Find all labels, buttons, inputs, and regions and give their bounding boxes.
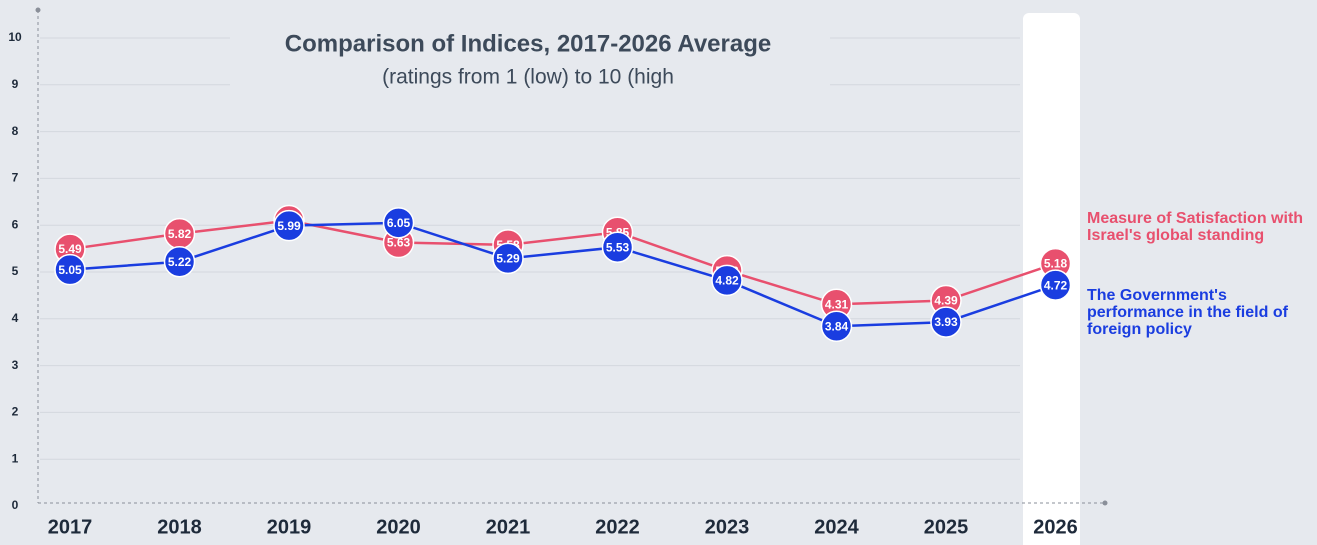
legend-entry: The Government's performance in the fiel… [1087,287,1288,338]
marker [54,253,86,286]
y-tick-label: 1 [12,451,19,465]
axis-end [1102,500,1108,506]
axis-end [35,7,41,13]
chart-subtitle: (ratings from 1 (low) to 10 (high [382,66,674,89]
marker [163,245,196,278]
data-label: 5.63 [387,236,411,250]
y-tick-label: 4 [12,311,19,325]
y-tick-label: 6 [12,217,19,231]
x-tick-label: 2026 [1033,516,1078,538]
data-label: 6.05 [387,216,411,230]
x-tick-label: 2021 [486,516,531,538]
data-label: 5.29 [496,252,520,266]
y-tick-label: 7 [12,171,19,185]
y-tick-label: 8 [12,124,19,138]
data-label: 5.82 [168,227,192,241]
marker [820,310,853,343]
data-label: 5.18 [1044,257,1068,271]
data-label: 5.53 [606,240,630,254]
data-label: 3.93 [934,315,958,329]
series-line [69,221,1056,328]
x-tick-label: 2017 [48,516,93,538]
chart-title: Comparison of Indices, 2017-2026 Average [285,30,771,57]
data-label: 5.05 [58,263,82,277]
marker [1039,269,1072,301]
data-label: 4.31 [825,297,849,311]
marker [930,306,962,338]
x-tick-label: 2025 [924,516,969,538]
y-tick-label: 9 [12,77,19,91]
legend-entry: Measure of Satisfaction with Israel's gl… [1087,210,1304,244]
y-tick-label: 5 [12,264,19,278]
x-tick-label: 2019 [267,516,312,538]
series-line [69,219,1056,306]
marker [273,209,305,242]
data-label: 4.82 [715,274,739,288]
data-label: 3.84 [825,319,849,333]
marker [601,231,634,263]
x-tick-label: 2024 [814,516,859,538]
y-tick-label: 3 [12,358,19,372]
y-tick-label: 0 [12,498,19,512]
x-tick-label: 2018 [157,516,202,538]
data-label: 5.99 [277,219,301,233]
marker [711,264,743,297]
data-label: 5.49 [58,242,82,256]
x-tick-label: 2020 [376,516,421,538]
data-label: 5.22 [168,255,192,269]
x-tick-label: 2022 [595,516,640,538]
y-tick-label: 2 [12,405,19,419]
marker [492,242,524,275]
x-tick-label: 2023 [705,516,750,538]
data-label: 4.72 [1044,278,1068,292]
marker [382,207,415,239]
data-label: 4.39 [934,294,958,308]
y-tick-label: 10 [8,30,22,44]
title-box [230,25,830,95]
